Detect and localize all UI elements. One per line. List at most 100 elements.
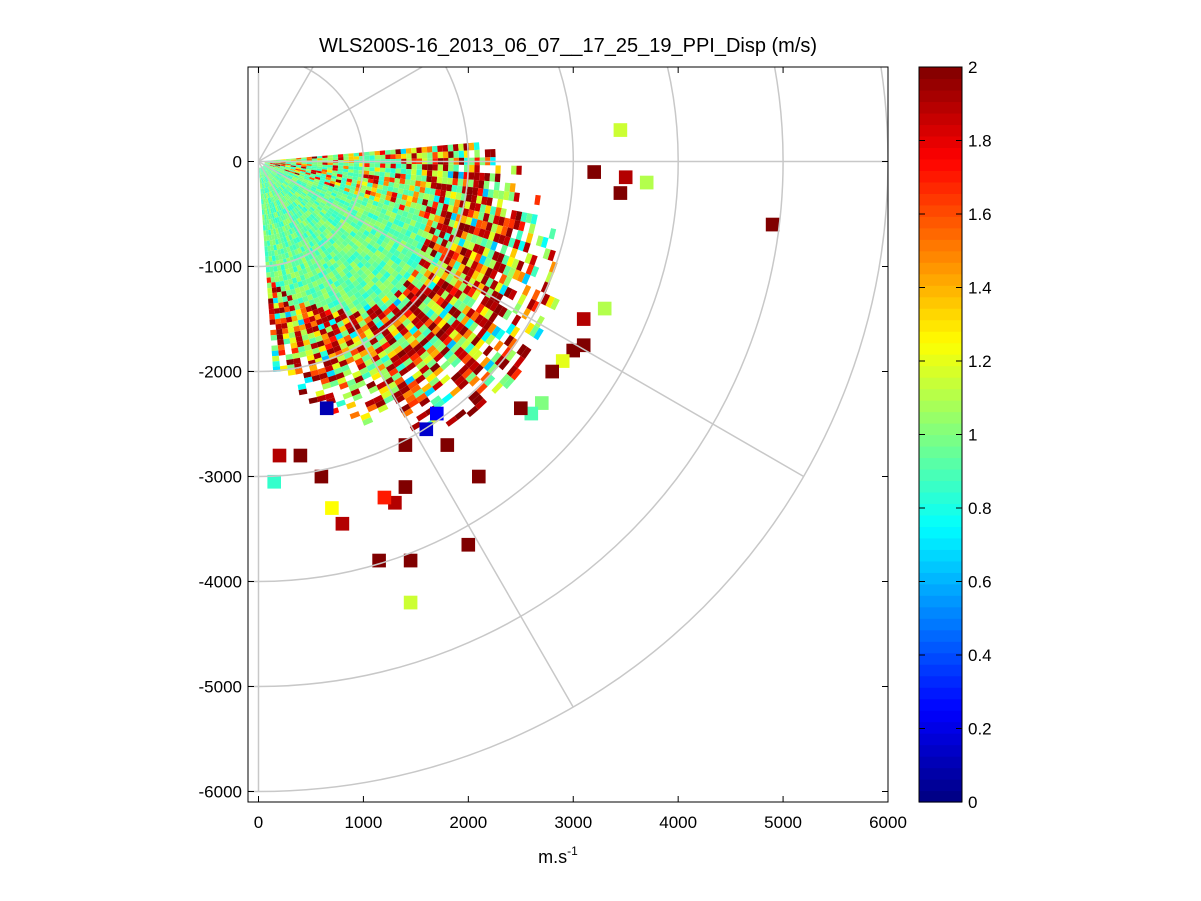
data-cell (496, 198, 504, 208)
data-cell (524, 406, 539, 421)
data-cell (498, 284, 508, 296)
data-cell (415, 203, 422, 211)
data-cell (276, 211, 281, 217)
data-cell (306, 260, 313, 267)
data-cell (400, 247, 409, 256)
data-cell (277, 238, 282, 245)
data-cell (281, 176, 286, 180)
data-cell (275, 164, 281, 166)
data-cell (306, 354, 315, 362)
data-cell (343, 153, 349, 157)
data-cell (311, 269, 318, 276)
data-cell (423, 287, 433, 297)
data-cell (435, 328, 445, 339)
data-cell (288, 174, 294, 178)
data-cell (374, 167, 380, 172)
data-cell (389, 315, 399, 325)
colorbar-step (919, 377, 962, 390)
data-cell (494, 292, 504, 304)
data-cell (264, 162, 270, 165)
data-cell (311, 156, 318, 159)
data-cell (390, 163, 396, 169)
data-cell (297, 188, 303, 194)
data-cell (279, 312, 286, 319)
data-cell (317, 306, 325, 314)
data-cell (323, 183, 329, 188)
data-cell (421, 175, 427, 182)
data-cell (336, 176, 342, 181)
data-cell (398, 204, 406, 211)
data-cell (425, 331, 436, 342)
data-cell (298, 175, 305, 179)
data-cell (463, 223, 471, 233)
data-cell (329, 251, 337, 258)
data-cell (298, 235, 304, 242)
data-cell (359, 349, 369, 358)
data-cell (437, 145, 443, 152)
data-cell (465, 194, 473, 203)
data-cell (488, 231, 496, 242)
data-cell (277, 344, 285, 351)
data-cell (442, 164, 449, 172)
data-cell (555, 354, 570, 368)
data-cell (378, 212, 386, 219)
data-cell (310, 320, 318, 328)
data-cell (327, 330, 336, 338)
data-cell (566, 343, 580, 358)
data-cell (285, 159, 291, 161)
data-cell (349, 230, 357, 238)
data-cell (266, 277, 272, 283)
data-cell (298, 388, 308, 396)
data-cell (466, 186, 474, 195)
data-cell (388, 303, 397, 312)
data-cell (466, 332, 477, 343)
data-cell (294, 271, 300, 278)
data-cell (340, 196, 347, 202)
data-cell (397, 252, 406, 261)
data-cell (426, 200, 434, 208)
data-cell (464, 342, 475, 354)
data-cell (273, 302, 279, 309)
data-cell (337, 236, 345, 244)
data-cell (512, 302, 522, 315)
data-cell (275, 281, 281, 288)
data-cell (399, 327, 409, 337)
colorbar-tick-label: 2 (968, 58, 977, 77)
data-cell (311, 211, 318, 218)
data-cell (356, 220, 364, 228)
data-cell (400, 340, 410, 350)
colorbar-step (919, 388, 962, 401)
data-cell (432, 170, 438, 177)
data-cell (267, 245, 271, 252)
data-cell (356, 295, 365, 304)
colorbar-step (919, 135, 962, 148)
data-cell (311, 196, 317, 201)
data-cell (474, 203, 482, 212)
data-cell (440, 210, 448, 218)
data-cell (483, 257, 492, 268)
data-cell (416, 215, 424, 224)
data-cell (352, 352, 362, 361)
colorbar-step (919, 767, 962, 780)
data-cell (431, 220, 439, 229)
data-cell (310, 187, 316, 193)
data-cell (287, 300, 294, 307)
data-cell (261, 172, 264, 178)
data-cell (381, 295, 390, 304)
plot-area[interactable]: 0 1000 2000 3000 4000 5000 6000 0-1000-2000-30… (0, 0, 907, 832)
data-cell (284, 311, 292, 318)
colorbar-step (919, 331, 962, 344)
data-cell (289, 190, 295, 196)
data-cell (297, 258, 304, 265)
data-cell (281, 231, 286, 238)
data-cell (271, 190, 275, 197)
data-cell (388, 227, 396, 235)
data-cell (506, 364, 518, 377)
data-cell (342, 168, 349, 173)
data-cell (322, 167, 328, 170)
data-cell (292, 298, 299, 306)
data-cell (349, 294, 357, 303)
data-cell (386, 190, 393, 197)
data-cell (319, 180, 325, 184)
data-cell (291, 159, 297, 161)
